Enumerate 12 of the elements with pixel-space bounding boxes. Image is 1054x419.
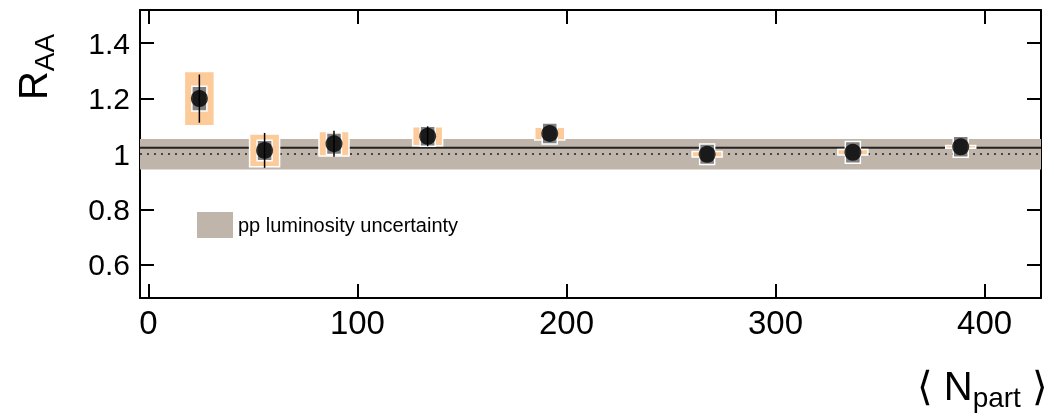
x-tick-label: 0 (139, 304, 158, 341)
y-tick-label: 0.8 (88, 192, 130, 226)
y-tick-label: 0.6 (88, 248, 130, 282)
x-tick-label: 400 (957, 304, 1013, 341)
y-tick-label: 1 (113, 137, 130, 171)
legend-label: pp luminosity uncertainty (238, 214, 459, 236)
y-tick-label: 1.4 (88, 26, 130, 60)
x-tick-label: 200 (538, 304, 594, 341)
x-tick-label: 300 (747, 304, 804, 341)
y-tick-label: 1.2 (88, 82, 130, 116)
y-axis-title: RAA (11, 33, 60, 100)
x-tick-label: 100 (329, 304, 385, 341)
